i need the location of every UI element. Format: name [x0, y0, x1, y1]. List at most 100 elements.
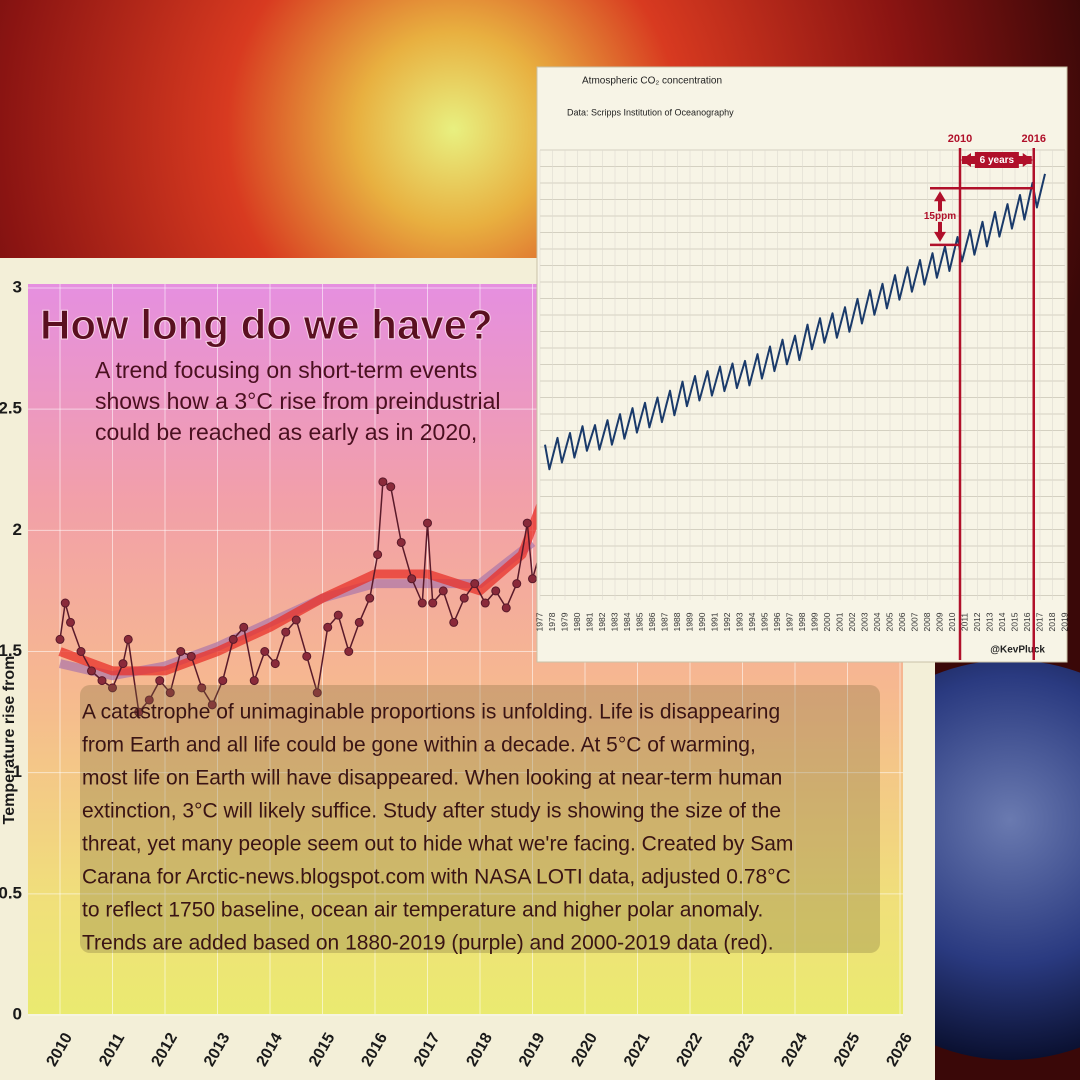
annotation-text: threat, yet many people seem out to hide… [82, 833, 793, 856]
span-label: 6 years [980, 155, 1015, 166]
data-point [417, 598, 427, 608]
x-tick-label: 1980 [572, 612, 582, 631]
x-tick-label: 2013 [984, 612, 994, 631]
x-tick-label: 2005 [884, 612, 894, 631]
x-tick-label: 1988 [672, 612, 682, 631]
data-point [87, 666, 96, 676]
x-tick-label: 1993 [734, 612, 744, 631]
data-point [438, 586, 448, 596]
x-tick-label: 2017 [1034, 612, 1044, 631]
x-tick-label: 1990 [697, 612, 707, 631]
data-point [207, 700, 217, 710]
data-point [218, 676, 228, 686]
annotation-text: A catastrophe of unimaginable proportion… [82, 701, 780, 724]
x-tick-label: 1987 [659, 612, 669, 631]
x-tick-label: 1997 [784, 612, 794, 631]
x-tick-label: 2001 [834, 612, 844, 631]
data-point [197, 683, 207, 693]
data-point [312, 688, 322, 698]
data-point [512, 579, 522, 589]
annotation-text: Trends are added based on 1880-2019 (pur… [82, 932, 774, 955]
subtitle: could be reached as early as in 2020, [95, 419, 477, 445]
data-point [239, 622, 249, 632]
x-tick-label: 2014 [997, 612, 1007, 631]
x-tick-label: 2012 [972, 612, 982, 631]
data-point [66, 617, 75, 627]
data-point [344, 647, 354, 656]
data-point [228, 634, 238, 644]
data-point [354, 617, 364, 627]
x-tick-label: 2004 [872, 612, 882, 631]
data-point [373, 550, 383, 560]
y-axis-label: Temperature rise from [1, 656, 18, 825]
data-point [407, 574, 417, 584]
data-point [186, 651, 196, 661]
x-tick-label: 1989 [684, 612, 694, 631]
x-tick-label: 1991 [709, 612, 719, 631]
data-point [491, 586, 501, 596]
data-point [423, 518, 432, 528]
x-tick-label: 1983 [609, 612, 619, 631]
data-point [480, 598, 490, 608]
x-tick-label: 2008 [922, 612, 932, 631]
marker-label: 2010 [948, 133, 972, 145]
trend-line [58, 456, 564, 676]
y-tick-label: 1 [13, 762, 22, 781]
data-point [470, 579, 480, 589]
x-tick-label: 2018 [1047, 612, 1057, 631]
x-tick-label: 1986 [647, 612, 657, 631]
annotation-box [80, 685, 880, 953]
y-tick-label: 0.5 [0, 883, 22, 902]
x-tick-label: 2019 [1059, 612, 1069, 631]
data-point [108, 683, 117, 693]
x-tick-label: 2006 [897, 612, 907, 631]
co2-chart: 1977 1978 1979 1980 1981 1982 1983 1984 1985 1986… [534, 76, 1069, 660]
x-tick-label: 2016 [1022, 612, 1032, 631]
data-point [270, 659, 280, 669]
data-point [76, 647, 86, 656]
y-tick-label: 1.5 [0, 641, 22, 660]
data-line [59, 480, 555, 714]
y-tick-label: 0 [13, 1004, 22, 1023]
x-tick-label: 1979 [559, 612, 569, 631]
data-point [60, 598, 70, 608]
data-point [118, 659, 128, 669]
x-tick-label: 2010 [947, 612, 957, 631]
data-point [459, 593, 469, 603]
data-point [378, 477, 388, 487]
data-point [302, 651, 312, 661]
annotation-text: extinction, 3°C will likely suffice. Stu… [82, 800, 781, 823]
data-point [291, 615, 301, 625]
data-point [365, 593, 375, 603]
x-tick-label: 2007 [909, 612, 919, 631]
source: Data: Scripps Institution of Oceanograph… [567, 107, 734, 117]
data-point [176, 647, 186, 656]
x-tick-label: 2003 [859, 612, 869, 631]
x-tick-label: 1996 [772, 612, 782, 631]
y-tick-label: 3 [13, 277, 22, 296]
x-tick-label: 2000 [822, 612, 832, 631]
annotation-text: to reflect 1750 baseline, ocean air temp… [82, 899, 763, 922]
x-tick-label: 1978 [547, 612, 557, 631]
data-point [449, 617, 459, 627]
data-point [260, 647, 270, 656]
x-tick-label: 1985 [634, 612, 644, 631]
data-point [134, 707, 144, 717]
x-tick-label: 1994 [747, 612, 757, 631]
data-point [144, 695, 154, 705]
x-tick-label: 1977 [534, 612, 544, 631]
x-tick-label: 1998 [797, 612, 807, 631]
chart-title: Atmospheric CO₂ concentration [582, 76, 722, 87]
annotation-text: most life on Earth will have disappeared… [82, 767, 782, 790]
data-point [386, 482, 396, 492]
x-tick-label: 1995 [759, 612, 769, 631]
y-tick-label: 2 [13, 520, 22, 539]
x-tick-label: 2002 [847, 612, 857, 631]
x-tick-label: 1984 [622, 612, 632, 631]
data-point [165, 688, 175, 698]
data-point [55, 634, 65, 644]
chart-title: How long do we have? [40, 301, 493, 348]
data-point [97, 676, 107, 686]
data-point [281, 627, 291, 637]
